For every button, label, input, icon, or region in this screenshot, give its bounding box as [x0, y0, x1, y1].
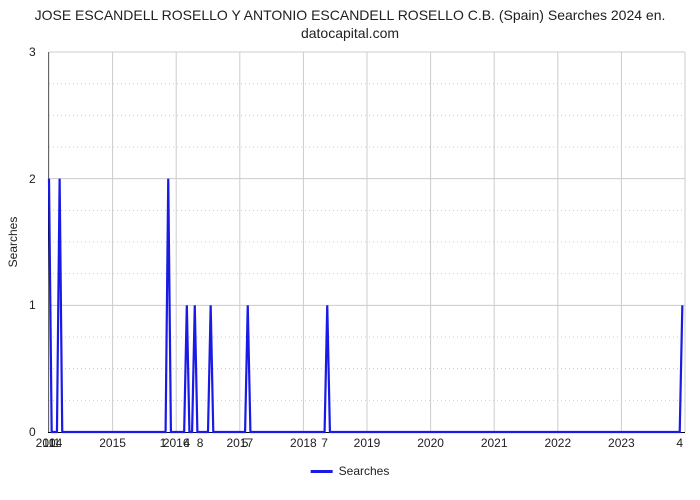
- y-tick-label: 1: [29, 298, 36, 312]
- y-tick-label: 2: [29, 172, 36, 186]
- plot-area: Searches 0123201420152016201720182019202…: [48, 52, 685, 433]
- x-tick-label: 2021: [481, 436, 508, 450]
- x-tick-label: 2020: [417, 436, 444, 450]
- x-tick-label: 2015: [99, 436, 126, 450]
- search-chart: JOSE ESCANDELL ROSELLO Y ANTONIO ESCANDE…: [0, 0, 700, 500]
- y-tick-label: 3: [29, 45, 36, 59]
- title-line-1: JOSE ESCANDELL ROSELLO Y ANTONIO ESCANDE…: [35, 7, 666, 23]
- value-label: 4: [183, 436, 190, 450]
- x-tick-label: 2018: [290, 436, 317, 450]
- legend: Searches: [311, 464, 390, 478]
- chart-title: JOSE ESCANDELL ROSELLO Y ANTONIO ESCANDE…: [0, 6, 700, 42]
- x-tick-label: 2023: [608, 436, 635, 450]
- legend-swatch: [311, 470, 333, 473]
- data-line: [49, 52, 685, 432]
- value-label: 1: [160, 436, 167, 450]
- x-tick-label: 2019: [354, 436, 381, 450]
- value-label: 5: [242, 436, 249, 450]
- value-label: 7: [321, 436, 328, 450]
- title-line-2: datocapital.com: [301, 25, 399, 41]
- value-label: 1: [54, 436, 61, 450]
- value-label: 8: [197, 436, 204, 450]
- y-axis-label: Searches: [6, 217, 20, 268]
- value-label: 4: [676, 436, 683, 450]
- x-tick-label: 2022: [544, 436, 571, 450]
- x-tick-label: 2017: [226, 436, 253, 450]
- legend-label: Searches: [339, 464, 390, 478]
